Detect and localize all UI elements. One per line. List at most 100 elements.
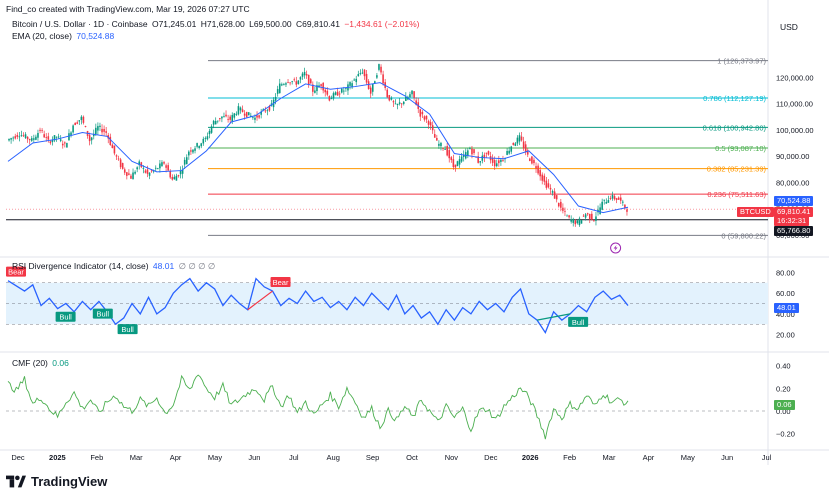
candle-body (557, 202, 560, 207)
candle-body (328, 95, 331, 101)
candle-body (274, 96, 277, 101)
candle-body (97, 126, 99, 131)
fib-level-label: 1 (126,373.97) (717, 57, 766, 66)
candle-body (462, 154, 465, 157)
candle-body (250, 115, 252, 117)
candle-body (123, 169, 126, 173)
candle-body (221, 116, 223, 119)
candle-body (615, 198, 618, 200)
candle-body (12, 137, 14, 139)
candle-body (154, 167, 157, 169)
rsi-line (7, 277, 629, 334)
candle-body (194, 148, 196, 151)
candle-body (541, 174, 544, 181)
symbol-badge: BTCUSD (737, 207, 774, 217)
symbol-legend[interactable]: Bitcoin / U.S. Dollar · 1D · Coinbase O7… (12, 19, 421, 29)
candle-body (343, 90, 345, 92)
divergence-line (536, 313, 571, 321)
candle-body (460, 156, 463, 162)
candle-body (369, 87, 372, 94)
candle-body (206, 136, 209, 140)
candle-body (442, 148, 444, 149)
candle-body (171, 176, 174, 180)
candle-body (88, 135, 91, 142)
rsi-legend[interactable]: RSI Divergence Indicator (14, close) 48.… (12, 261, 217, 272)
candle-body (549, 187, 552, 190)
candle-body (572, 219, 575, 223)
candle-body (78, 120, 81, 122)
candle-body (388, 95, 391, 101)
candle-body (421, 111, 424, 115)
candle-body (140, 162, 143, 168)
candle-body (57, 136, 60, 138)
candle-body (456, 161, 459, 167)
candle-body (80, 116, 83, 120)
candle-body (427, 120, 430, 125)
candle-body (584, 214, 587, 218)
cmf-value: 0.06 (52, 358, 69, 368)
candles (8, 63, 628, 227)
cmf-label: CMF (20) (12, 358, 48, 368)
time-axis-label: 2026 (522, 453, 539, 462)
candle-body (471, 148, 473, 155)
ema-legend[interactable]: EMA (20, close) 70,524.88 (12, 31, 116, 41)
price-tick-label: 90,000.00 (776, 152, 809, 161)
candle-body (204, 138, 207, 139)
candle-body (268, 106, 271, 111)
divergence-label: Bear (8, 268, 24, 277)
currency-label: USD (780, 22, 798, 32)
candle-body (514, 143, 517, 146)
candle-body (469, 148, 471, 150)
time-axis-label: Sep (366, 453, 379, 462)
candle-body (37, 133, 39, 138)
candle-body (95, 127, 97, 135)
candle-body (159, 163, 161, 169)
fib-level-label: 0.786 (112,127.19) (703, 94, 766, 103)
ema-value: 70,524.88 (76, 31, 115, 41)
time-axis-label: 2025 (49, 453, 66, 462)
candle-body (227, 119, 229, 121)
candle-body (537, 165, 539, 174)
candle-body (177, 175, 180, 177)
candle-body (357, 74, 360, 77)
candle-body (411, 90, 413, 95)
time-axis-label: Mar (130, 453, 143, 462)
candle-body (283, 84, 285, 85)
candle-body (216, 120, 219, 122)
time-axis-label: May (208, 453, 222, 462)
lightning-icon (613, 245, 618, 251)
candle-body (607, 200, 610, 203)
time-axis-label: Feb (563, 453, 576, 462)
candle-body (485, 152, 488, 154)
candle-body (382, 74, 384, 84)
candle-body (105, 131, 107, 133)
candle-body (295, 81, 298, 85)
candle-body (150, 170, 153, 172)
candle-body (14, 136, 17, 139)
candle-body (440, 142, 442, 147)
tradingview-logo[interactable]: TradingView (6, 474, 107, 489)
candle-body (609, 197, 612, 199)
candle-body (502, 160, 504, 161)
candle-body (10, 138, 12, 140)
candle-body (24, 134, 27, 138)
candle-body (252, 117, 254, 119)
candle-body (334, 92, 337, 95)
last-price-badge: 69,810.41 (774, 207, 814, 217)
candle-body (524, 144, 527, 153)
candle-body (613, 196, 616, 200)
candle-body (55, 136, 58, 138)
candle-body (210, 126, 213, 133)
candle-body (18, 136, 21, 138)
candle-body (214, 120, 217, 125)
fib-level-label: 0 (59,800.22) (721, 231, 766, 240)
candle-body (320, 84, 322, 86)
cmf-legend[interactable]: CMF (20) 0.06 (12, 358, 71, 368)
candle-body (458, 159, 461, 165)
time-axis-label: Dec (11, 453, 25, 462)
candle-body (518, 135, 521, 142)
candle-body (611, 194, 614, 199)
candle-body (165, 165, 167, 168)
candle-body (26, 136, 29, 140)
